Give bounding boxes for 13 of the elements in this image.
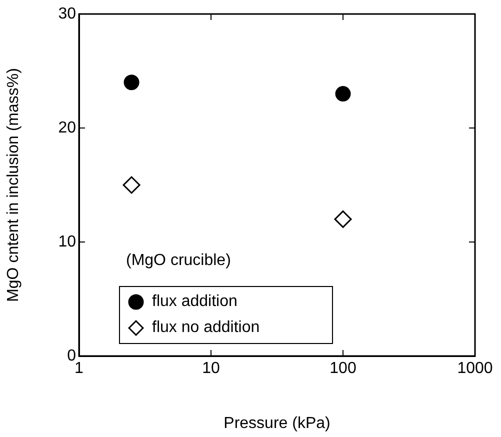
x-tick-label: 1 — [74, 360, 84, 378]
y-tick-label: 30 — [58, 5, 76, 22]
x-tick-label: 10 — [202, 360, 220, 378]
legend-label: flux addition — [152, 293, 238, 311]
y-tick-label: 20 — [58, 119, 76, 136]
y-axis-title: MgO cntent in inclusion (mass%) — [5, 68, 22, 302]
x-tick-label: 1000 — [457, 360, 493, 378]
x-axis-title: Pressure (kPa) — [224, 414, 330, 432]
y-tick-label: 10 — [58, 233, 76, 250]
x-tick-label: 100 — [330, 360, 356, 378]
y-tick-label: 0 — [67, 347, 76, 364]
legend-title: (MgO crucible) — [126, 252, 231, 270]
legend-label: flux no addition — [152, 319, 260, 337]
